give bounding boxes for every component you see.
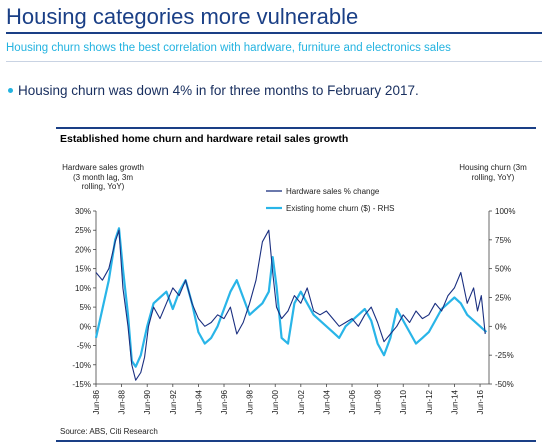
page-subtitle: Housing churn shows the best correlation… [6, 42, 451, 54]
x-tick-label: Jun-12 [425, 389, 434, 414]
left-tick-label: 5% [79, 303, 91, 312]
hardware-sales-line [95, 229, 486, 381]
x-tick-label: Jun-98 [246, 389, 255, 414]
x-tick-label: Jun-16 [476, 389, 485, 414]
x-tick-label: Jun-02 [297, 389, 306, 414]
x-tick-label: Jun-08 [374, 389, 383, 414]
x-tick-label: Jun-88 [118, 389, 127, 414]
x-tick-label: Jun-92 [169, 389, 178, 414]
home-churn-line [94, 227, 488, 368]
right-tick-label: -25% [495, 351, 514, 360]
left-tick-label: 0% [79, 322, 91, 331]
left-tick-label: -10% [72, 361, 91, 370]
right-tick-label: 0% [495, 322, 507, 331]
x-tick-label: Jun-94 [194, 389, 203, 414]
line-chart: 30% 25% 20% 15% 10% 5% 0% -5% -10% -15% 100% 75% 50%… [72, 187, 515, 414]
x-tick-label: Jun-86 [92, 389, 101, 414]
x-tick-label: Jun-04 [322, 389, 331, 414]
bullet-point: Housing churn was down 4% in for three m… [8, 83, 419, 98]
right-tick-label: -50% [495, 380, 514, 389]
left-tick-label: 30% [75, 207, 91, 216]
legend-label-churn: Existing home churn ($) - RHS [286, 204, 394, 213]
right-tick-label: 25% [495, 294, 511, 303]
x-tick-label: Jun-06 [348, 389, 357, 414]
right-tick-label: 100% [495, 207, 515, 216]
right-tick-label: 75% [495, 236, 511, 245]
left-tick-label: 20% [75, 245, 91, 254]
subtitle-divider [6, 61, 542, 62]
x-tick-label: Jun-00 [271, 389, 280, 414]
left-tick-label: 25% [75, 226, 91, 235]
left-tick-label: 15% [75, 265, 91, 274]
chart-container: Established home churn and hardware reta… [56, 127, 536, 442]
left-tick-label: 10% [75, 284, 91, 293]
x-tick-label: Jun-14 [450, 389, 459, 414]
source-note: Source: ABS, Citi Research [60, 427, 158, 436]
left-tick-label: -5% [77, 342, 91, 351]
x-tick-label: Jun-96 [220, 389, 229, 414]
bullet-text: Housing churn was down 4% in for three m… [18, 83, 419, 98]
x-tick-label: Jun-90 [143, 389, 152, 414]
bullet-dot-icon [8, 88, 13, 93]
chart-title: Established home churn and hardware reta… [60, 133, 349, 145]
page-title: Housing categories more vulnerable [6, 4, 359, 29]
left-axis-title: Hardware sales growth (3 month lag, 3m r… [62, 163, 144, 191]
x-tick-label: Jun-10 [399, 389, 408, 414]
legend-label-hardware: Hardware sales % change [286, 187, 380, 196]
right-axis-title: Housing churn (3m rolling, YoY) [459, 163, 527, 182]
title-divider [6, 32, 542, 34]
left-tick-label: -15% [72, 380, 91, 389]
right-tick-label: 50% [495, 265, 511, 274]
